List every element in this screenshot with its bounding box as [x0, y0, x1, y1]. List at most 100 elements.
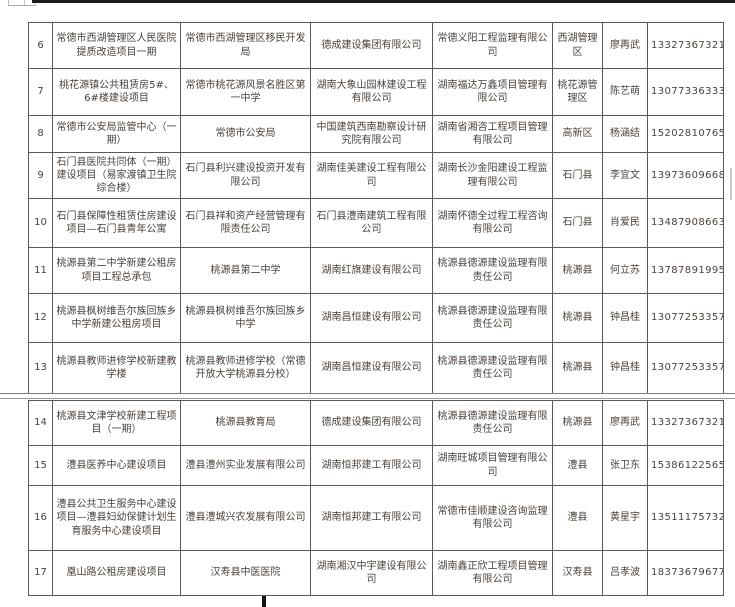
- cell-row-number: 14: [28, 400, 53, 446]
- cell-project-name: 常德市公安局监管中心（一期）: [52, 115, 181, 153]
- cell-row-number: 12: [28, 293, 53, 343]
- cell-project-name: 桃源县文津学校新建工程项目（一期）: [52, 400, 181, 446]
- cell-row-number: 16: [28, 485, 53, 551]
- cell-row-number: 11: [28, 247, 53, 294]
- cell-project-name: 澧县公共卫生服务中心建设项目—澧县妇幼保健计划生育服务中心建设项目: [52, 485, 181, 551]
- cell-supervision-company: 常德义阳工程监理有限公司: [432, 22, 553, 69]
- cell-supervision-company: 湖南长沙金阳建设工程监理有限公司: [432, 152, 553, 199]
- cell-owner-unit: 桃源县第二中学: [180, 247, 311, 294]
- cell-supervision-company: 湖南福达万鑫项目管理有限公司: [432, 68, 553, 116]
- cell-phone-number: 15202810765: [647, 115, 724, 153]
- table-row: 10 石门县保障性租赁住房建设项目—石门县青年公寓 石门县祥和资产经营管理有限责…: [28, 198, 724, 248]
- cell-phone-number: 18373679677: [647, 550, 724, 596]
- cell-contact-name: 廖再武: [602, 22, 648, 69]
- cell-row-number: 9: [28, 152, 53, 199]
- cell-owner-unit: 汉寿县中医医院: [180, 550, 311, 596]
- cell-district: 桃源县: [552, 400, 603, 446]
- cell-phone-number: 13973609668: [647, 152, 724, 199]
- cell-district: 桃源县: [552, 342, 603, 394]
- table-row: 11 桃源县第二中学新建公租房项目工程总承包 桃源县第二中学 湖南红旗建设有限公…: [28, 247, 724, 294]
- cell-supervision-company: 桃源县德源建设监理有限责任公司: [432, 247, 553, 294]
- cell-district: 桃源县: [552, 293, 603, 343]
- cell-project-name: 凰山路公租房建设项目: [52, 550, 181, 596]
- cell-owner-unit: 常德市西湖管理区移民开发局: [180, 22, 311, 69]
- cell-construction-company: 湖南恒邦建工有限公司: [310, 445, 433, 486]
- cell-owner-unit: 桃源县教育局: [180, 400, 311, 446]
- cell-phone-number: 13487908663: [647, 198, 724, 248]
- cell-district: 澧县: [552, 445, 603, 486]
- table-row: 14 桃源县文津学校新建工程项目（一期） 桃源县教育局 德成建设集团有限公司 桃…: [28, 400, 724, 446]
- cell-contact-name: 吕孝波: [602, 550, 648, 596]
- cell-owner-unit: 桃源县枫树维吾尔族回族乡中学: [180, 293, 311, 343]
- cell-contact-name: 肖爱民: [602, 198, 648, 248]
- cell-district: 桃源县: [552, 247, 603, 294]
- page-top-edge-bar: [32, 0, 735, 3]
- cell-district: 桃花源管理区: [552, 68, 603, 116]
- cell-phone-number: 13077253357: [647, 293, 724, 343]
- cell-supervision-company: 桃源县德源建设监理有限责任公司: [432, 342, 553, 394]
- cell-construction-company: 石门县澧南建筑工程有限公司: [310, 198, 433, 248]
- cell-construction-company: 湖南湘汉中宇建设有限公司: [310, 550, 433, 596]
- cell-project-name: 石门县保障性租赁住房建设项目—石门县青年公寓: [52, 198, 181, 248]
- cell-phone-number: 13327367321: [647, 22, 724, 69]
- cell-supervision-company: 常德市佳顺建设咨询监理有限公司: [432, 485, 553, 551]
- cell-project-name: 桃源县枫树维吾尔族回族乡中学新建公租房项目: [52, 293, 181, 343]
- table-row: 6 常德市西湖管理区人民医院提质改造项目一期 常德市西湖管理区移民开发局 德成建…: [28, 22, 724, 69]
- cell-phone-number: 13327367321: [647, 400, 724, 446]
- cell-owner-unit: 常德市桃花源风景名胜区第一中学: [180, 68, 311, 116]
- cell-owner-unit: 常德市公安局: [180, 115, 311, 153]
- cell-district: 石门县: [552, 152, 603, 199]
- page-break-line: [0, 398, 735, 399]
- cell-construction-company: 德成建设集团有限公司: [310, 400, 433, 446]
- table-row: 9 石门县医院共同体（一期）建设项目（易家渡镇卫生院综合楼） 石门县利兴建设投资…: [28, 152, 724, 199]
- cell-project-name: 桃源县第二中学新建公租房项目工程总承包: [52, 247, 181, 294]
- table-row: 13 桃源县教师进修学校新建教学楼 桃源县教师进修学校（常德开放大学桃源县分校）…: [28, 342, 724, 394]
- cell-row-number: 17: [28, 550, 53, 596]
- cell-project-name: 澧县医养中心建设项目: [52, 445, 181, 486]
- scroll-edge-mark: [730, 168, 732, 200]
- cell-construction-company: 德成建设集团有限公司: [310, 22, 433, 69]
- cell-owner-unit: 桃源县教师进修学校（常德开放大学桃源县分校）: [180, 342, 311, 394]
- cell-contact-name: 钟昌桂: [602, 293, 648, 343]
- cell-project-name: 桃花源镇公共租赁房5#、6#楼建设项目: [52, 68, 181, 116]
- cell-contact-name: 廖再武: [602, 400, 648, 446]
- cell-district: 高新区: [552, 115, 603, 153]
- cell-contact-name: 张卫东: [602, 445, 648, 486]
- cell-owner-unit: 澧县澧州实业发展有限公司: [180, 445, 311, 486]
- cell-owner-unit: 澧县澧城兴农发展有限公司: [180, 485, 311, 551]
- cell-row-number: 13: [28, 342, 53, 394]
- cell-contact-name: 李宜文: [602, 152, 648, 199]
- cell-construction-company: 湖南大象山园林建设工程有限公司: [310, 68, 433, 116]
- cell-supervision-company: 湖南鑫正欣工程项目管理有限公司: [432, 550, 553, 596]
- cell-contact-name: 黄星宇: [602, 485, 648, 551]
- cell-owner-unit: 石门县祥和资产经营管理有限责任公司: [180, 198, 311, 248]
- cell-row-number: 10: [28, 198, 53, 248]
- cell-row-number: 15: [28, 445, 53, 486]
- cell-construction-company: 湖南昌恒建设有限公司: [310, 342, 433, 394]
- cell-project-name: 桃源县教师进修学校新建教学楼: [52, 342, 181, 394]
- cell-project-name: 常德市西湖管理区人民医院提质改造项目一期: [52, 22, 181, 69]
- clipped-cell-fragment: [8, 0, 36, 6]
- cell-contact-name: 何立苏: [602, 247, 648, 294]
- cell-row-number: 7: [28, 68, 53, 116]
- cell-row-number: 8: [28, 115, 53, 153]
- cell-construction-company: 湖南恒邦建工有限公司: [310, 485, 433, 551]
- cell-construction-company: 湖南红旗建设有限公司: [310, 247, 433, 294]
- table-row: 12 桃源县枫树维吾尔族回族乡中学新建公租房项目 桃源县枫树维吾尔族回族乡中学 …: [28, 293, 724, 343]
- cell-supervision-company: 湖南怀德全过程工程咨询有限公司: [432, 198, 553, 248]
- cell-row-number: 6: [28, 22, 53, 69]
- cell-district: 西湖管理区: [552, 22, 603, 69]
- table-row: 16 澧县公共卫生服务中心建设项目—澧县妇幼保健计划生育服务中心建设项目 澧县澧…: [28, 485, 724, 551]
- cell-project-name: 石门县医院共同体（一期）建设项目（易家渡镇卫生院综合楼）: [52, 152, 181, 199]
- cell-supervision-company: 桃源县德源建设监理有限责任公司: [432, 293, 553, 343]
- text-cursor-mark: [262, 596, 266, 607]
- cell-district: 澧县: [552, 485, 603, 551]
- cell-district: 石门县: [552, 198, 603, 248]
- cell-contact-name: 钟昌桂: [602, 342, 648, 394]
- cell-phone-number: 13511175732: [647, 485, 724, 551]
- cell-construction-company: 湖南昌恒建设有限公司: [310, 293, 433, 343]
- table-row: 15 澧县医养中心建设项目 澧县澧州实业发展有限公司 湖南恒邦建工有限公司 湖南…: [28, 445, 724, 486]
- cell-supervision-company: 湖南旺城项目管理有限公司: [432, 445, 553, 486]
- cell-owner-unit: 石门县利兴建设投资开发有限公司: [180, 152, 311, 199]
- cell-contact-name: 陈艺萌: [602, 68, 648, 116]
